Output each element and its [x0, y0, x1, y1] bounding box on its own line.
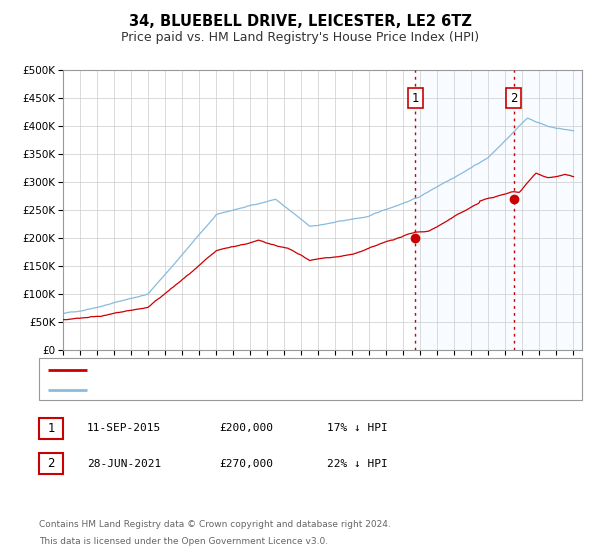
Text: Contains HM Land Registry data © Crown copyright and database right 2024.: Contains HM Land Registry data © Crown c…	[39, 520, 391, 529]
Text: HPI: Average price, detached house, Leicester: HPI: Average price, detached house, Leic…	[93, 385, 350, 395]
Text: 11-SEP-2015: 11-SEP-2015	[87, 423, 161, 433]
Text: Price paid vs. HM Land Registry's House Price Index (HPI): Price paid vs. HM Land Registry's House …	[121, 31, 479, 44]
Bar	[415, 70, 582, 350]
Text: This data is licensed under the Open Government Licence v3.0.: This data is licensed under the Open Gov…	[39, 537, 328, 546]
Text: 17% ↓ HPI: 17% ↓ HPI	[327, 423, 388, 433]
Text: 2: 2	[510, 91, 518, 105]
Text: 1: 1	[412, 91, 419, 105]
Text: 2: 2	[47, 457, 55, 470]
Text: 22% ↓ HPI: 22% ↓ HPI	[327, 459, 388, 469]
Text: £200,000: £200,000	[219, 423, 273, 433]
Text: 28-JUN-2021: 28-JUN-2021	[87, 459, 161, 469]
Text: £270,000: £270,000	[219, 459, 273, 469]
Text: 34, BLUEBELL DRIVE, LEICESTER, LE2 6TZ (detached house): 34, BLUEBELL DRIVE, LEICESTER, LE2 6TZ (…	[93, 365, 428, 375]
Text: 34, BLUEBELL DRIVE, LEICESTER, LE2 6TZ: 34, BLUEBELL DRIVE, LEICESTER, LE2 6TZ	[128, 14, 472, 29]
Text: 1: 1	[47, 422, 55, 435]
